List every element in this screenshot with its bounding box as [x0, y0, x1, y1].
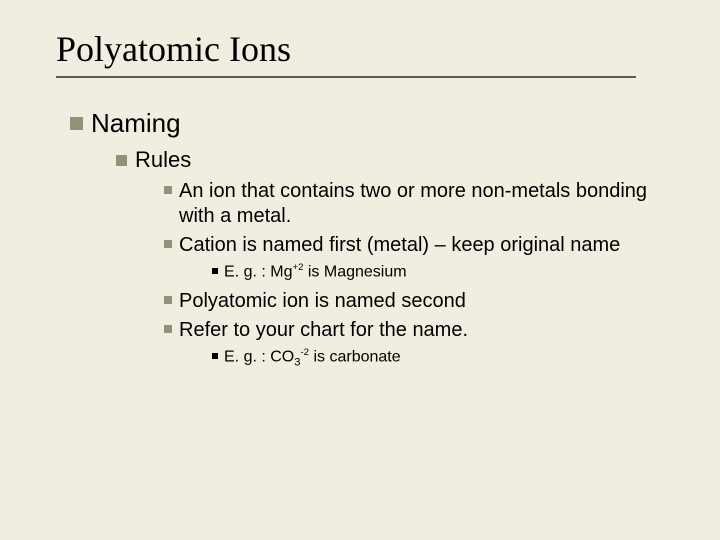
square-bullet-icon — [164, 240, 172, 248]
example-text: E. g. : Mg+2 is Magnesium — [224, 262, 407, 281]
bullet-level2: Rules — [116, 147, 672, 173]
square-bullet-icon — [70, 117, 83, 130]
square-bullet-icon — [164, 325, 172, 333]
eg-suffix: is Magnesium — [303, 263, 406, 280]
eg-subscript: 3 — [294, 357, 300, 369]
square-bullet-icon — [164, 186, 172, 194]
level3-text: Refer to your chart for the name. — [179, 318, 468, 343]
level1-text: Naming — [91, 108, 181, 139]
eg-prefix: E. g. : Mg — [224, 263, 292, 280]
square-bullet-icon — [164, 296, 172, 304]
bullet-level4: E. g. : Mg+2 is Magnesium — [212, 262, 672, 281]
square-bullet-icon — [116, 155, 127, 166]
bullet-level1: Naming — [70, 108, 672, 139]
eg-suffix: is carbonate — [309, 349, 401, 366]
eg-superscript: -2 — [300, 347, 309, 358]
bullet-level4: E. g. : CO3-2 is carbonate — [212, 347, 672, 369]
level3-text: Cation is named first (metal) – keep ori… — [179, 233, 620, 258]
bullet-level3: An ion that contains two or more non-met… — [164, 179, 672, 229]
title-underline — [56, 76, 636, 78]
bullet-level3: Refer to your chart for the name. — [164, 318, 672, 343]
slide: Polyatomic Ions Naming Rules An ion that… — [0, 0, 720, 540]
level2-text: Rules — [135, 147, 191, 173]
square-bullet-icon — [212, 268, 218, 274]
square-bullet-icon — [212, 353, 218, 359]
level3-text: Polyatomic ion is named second — [179, 289, 466, 314]
level3-text: An ion that contains two or more non-met… — [179, 179, 672, 229]
eg-prefix: E. g. : CO — [224, 349, 294, 366]
example-text: E. g. : CO3-2 is carbonate — [224, 347, 401, 369]
slide-title: Polyatomic Ions — [56, 28, 672, 70]
bullet-level3: Polyatomic ion is named second — [164, 289, 672, 314]
eg-superscript: +2 — [292, 262, 303, 273]
bullet-level3: Cation is named first (metal) – keep ori… — [164, 233, 672, 258]
